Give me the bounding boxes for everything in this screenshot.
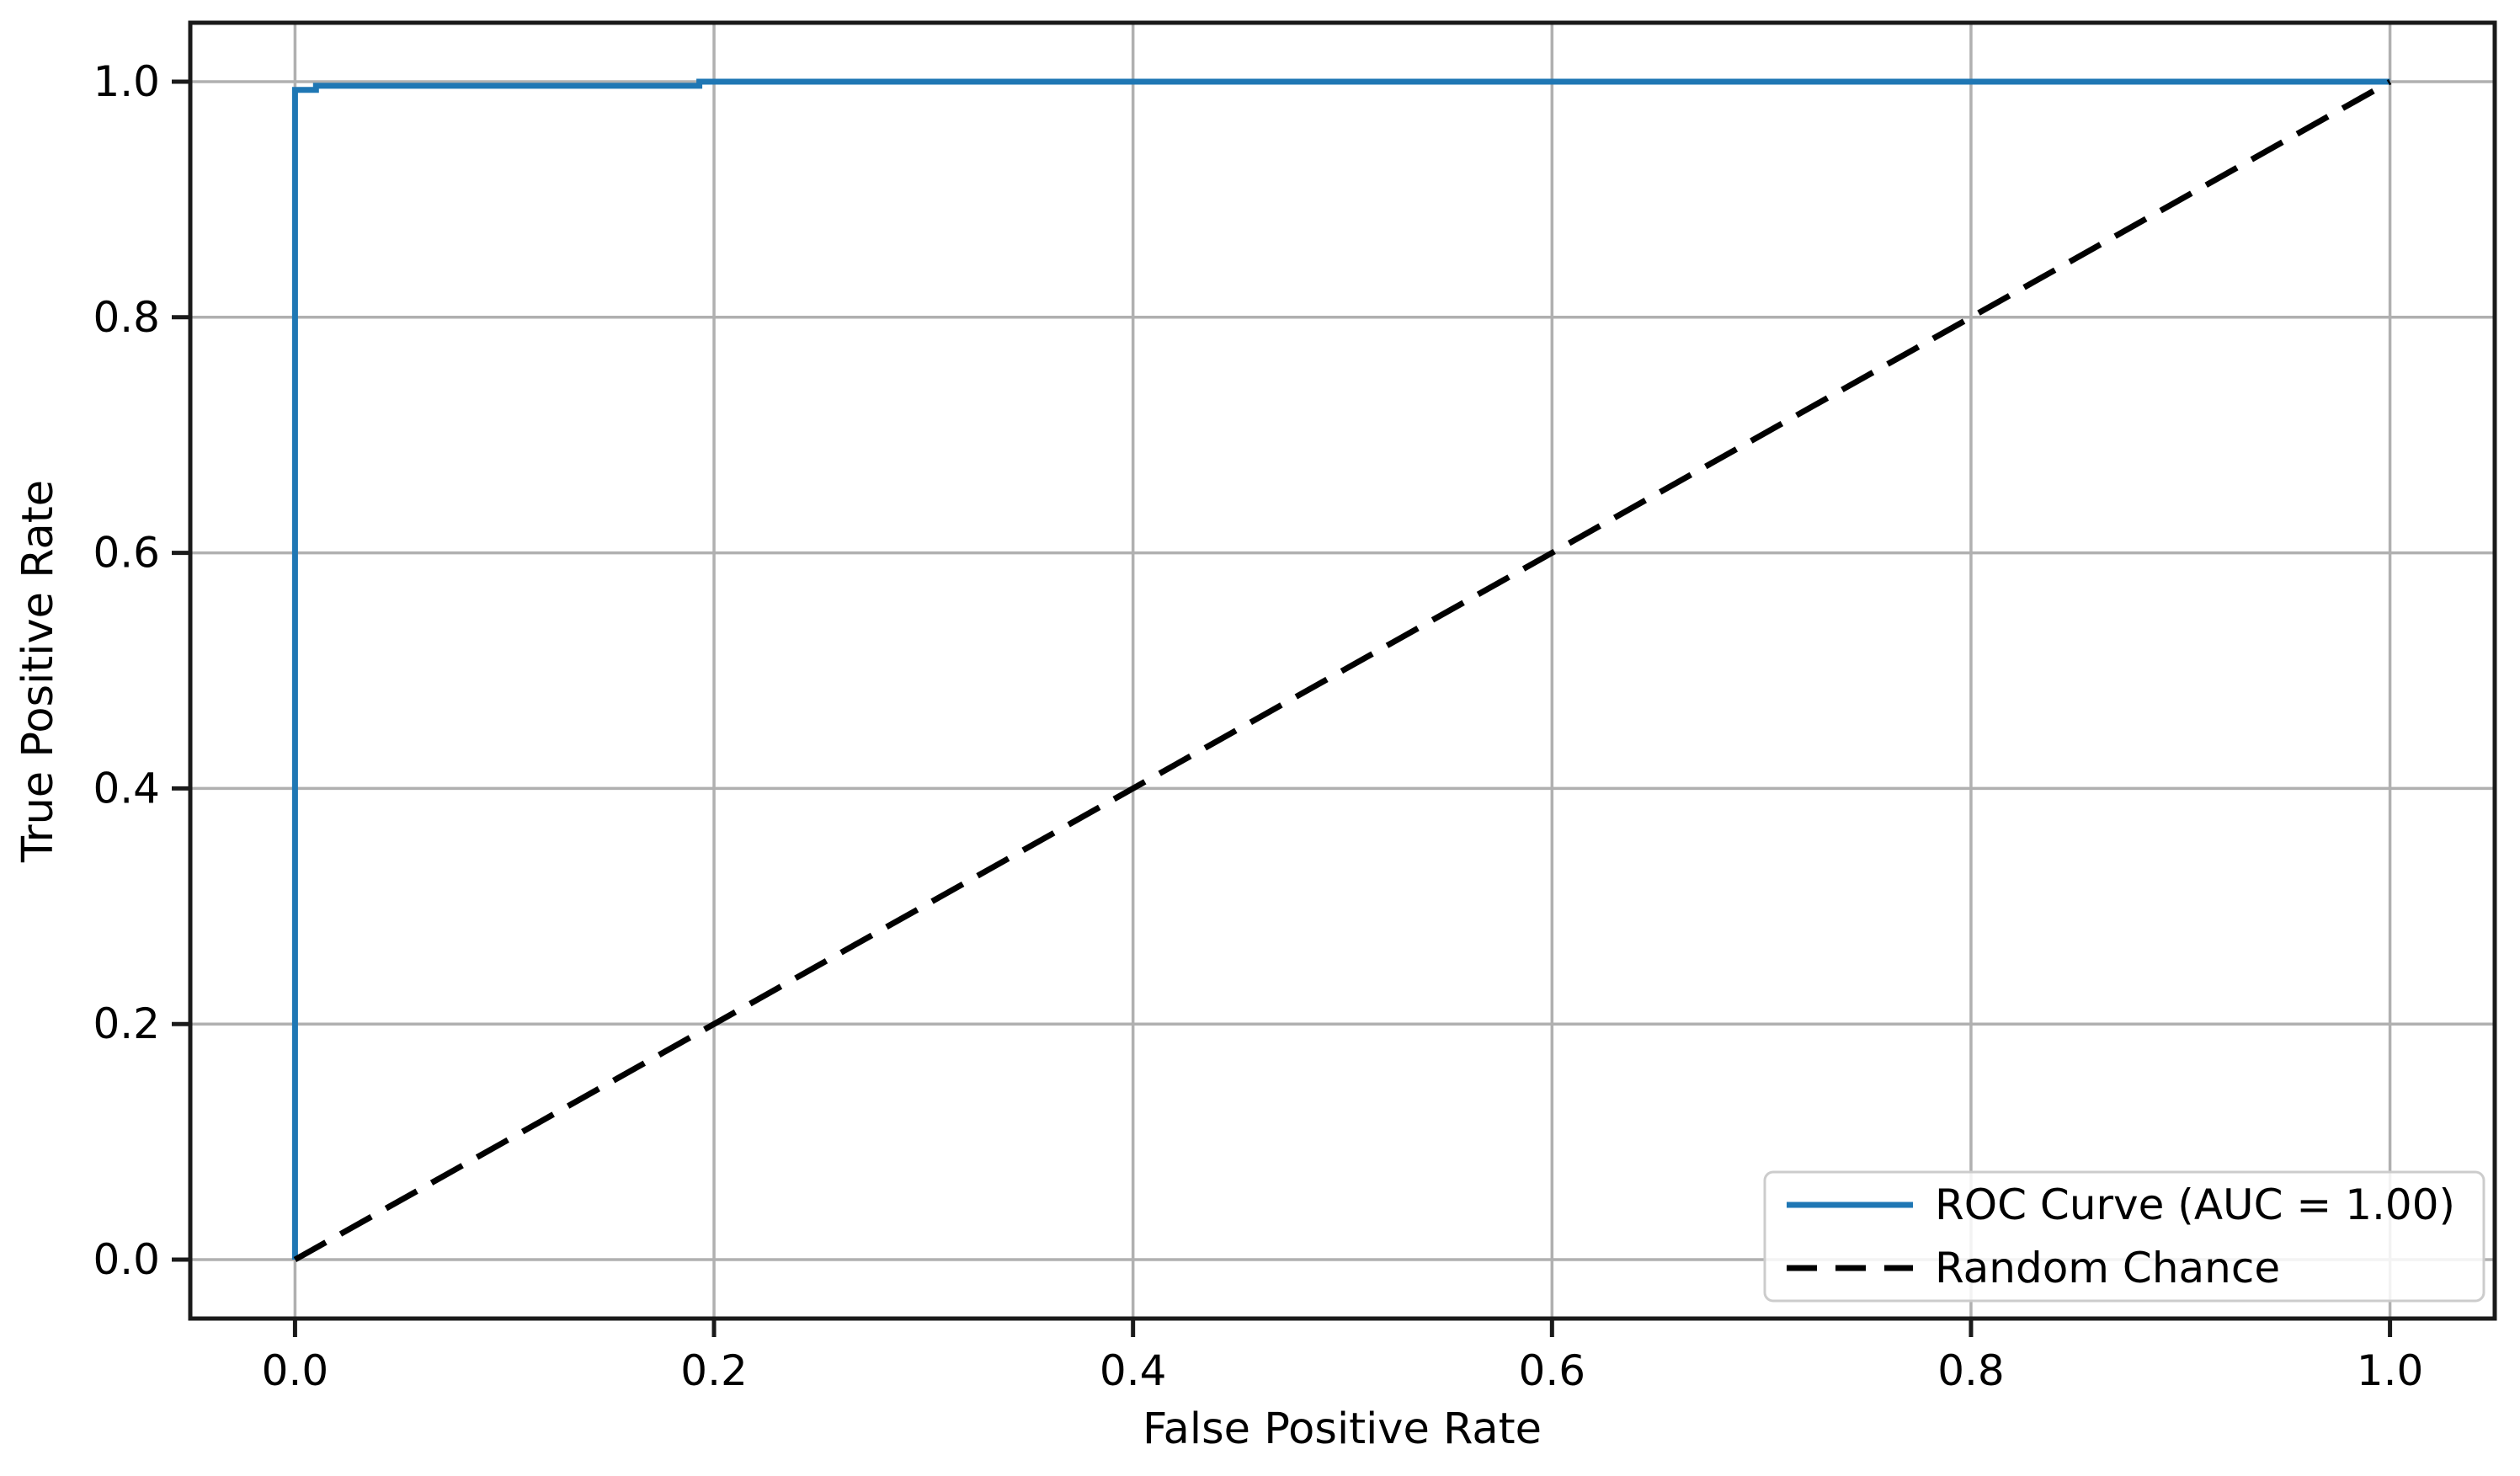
random-chance-legend-label: Random Chance [1935,1244,2280,1292]
y-tick-label-0.8: 0.8 [93,293,160,342]
y-tick-label-0.0: 0.0 [93,1235,160,1284]
roc-curve-auc-1-00-line [291,78,2390,1260]
y-tick-label-0.6: 0.6 [93,529,160,578]
x-tick-label-0.4: 0.4 [1100,1346,1167,1395]
x-tick-label-0.8: 0.8 [1937,1346,2005,1395]
x-tick-label-0.2: 0.2 [680,1346,748,1395]
y-axis-label: True Positive Rate [13,480,63,863]
y-tick-label-0.2: 0.2 [93,999,160,1048]
plot-border [188,20,2497,1321]
roc-curve-legend-label: ROC Curve (AUC = 1.00) [1935,1180,2455,1229]
random-chance-line [293,78,2392,1263]
y-tick-label-0.4: 0.4 [93,764,160,813]
legend: ROC Curve (AUC = 1.00) Random Chance [1763,1170,2485,1303]
legend-box [1763,1170,2485,1303]
gridlines [190,23,2495,1319]
x-tick-label-0.0: 0.0 [262,1346,329,1395]
series-lines [291,78,2392,1263]
x-axis-label: False Positive Rate [1143,1404,1542,1454]
y-tick-label-1.0: 1.0 [93,57,160,106]
x-tick-label-1.0: 1.0 [2357,1346,2424,1395]
x-tick-label-0.6: 0.6 [1519,1346,1586,1395]
axis-ticks: 0.0 0.2 0.4 0.6 0.8 1.0 0.0 0.2 0.4 0.6 0.8 1.0 [93,57,2423,1395]
